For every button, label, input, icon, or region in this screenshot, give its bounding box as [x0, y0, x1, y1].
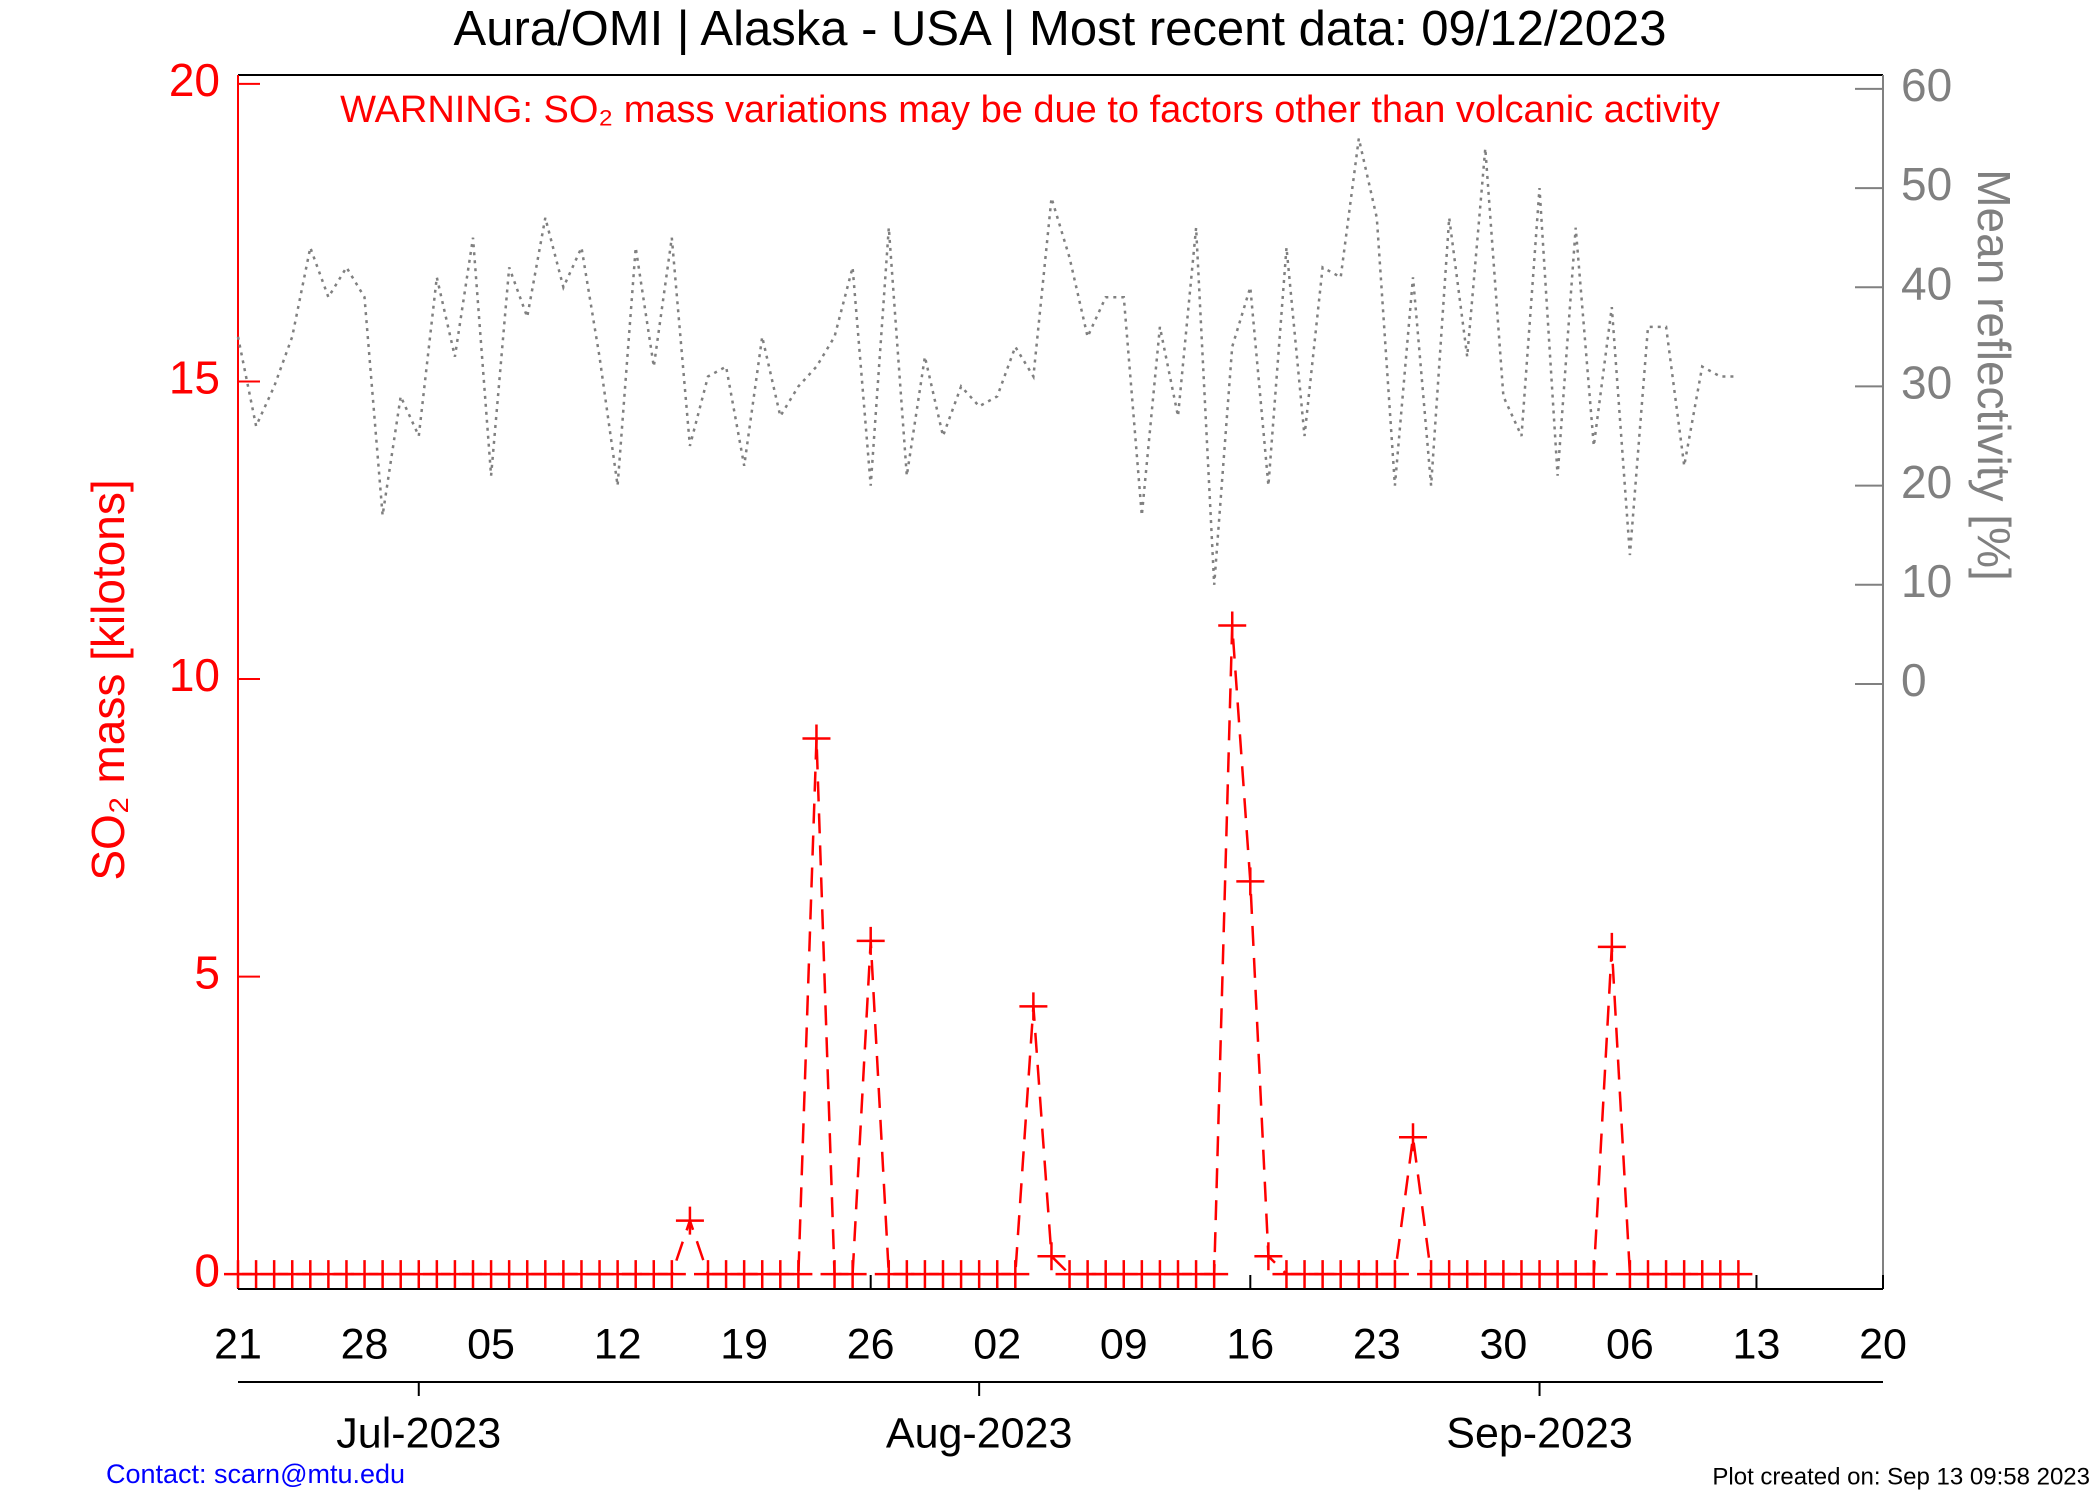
y-tick-label: 5 [194, 947, 220, 999]
y2-tick-label: 30 [1901, 357, 1952, 409]
y2-tick-label: 0 [1901, 654, 1927, 706]
y2-axis-label: Mean reflectivity [%] [1968, 169, 2020, 581]
x-tick-label: 05 [467, 1320, 515, 1368]
y2-tick-label: 40 [1901, 257, 1952, 309]
chart-title: Aura/OMI | Alaska - USA | Most recent da… [454, 2, 1667, 56]
so2-marker [1200, 1260, 1229, 1289]
y-tick-label: 10 [169, 649, 220, 701]
so2-marker [1597, 932, 1626, 961]
created-note: Plot created on: Sep 13 09:58 2023 [1712, 1463, 2090, 1490]
so2-marker [1724, 1260, 1753, 1289]
so2-marker [1218, 611, 1247, 640]
so2-marker [1019, 992, 1048, 1021]
so2-marker [675, 1206, 704, 1235]
month-label: Jul-2023 [336, 1409, 501, 1457]
x-tick-label: 23 [1353, 1320, 1401, 1368]
reflectivity-line [236, 138, 1739, 585]
y2-tick-label: 50 [1901, 158, 1952, 210]
x-tick-label: 02 [973, 1320, 1021, 1368]
so2-marker [1380, 1260, 1409, 1289]
month-label: Aug-2023 [886, 1409, 1073, 1457]
x-tick-label: 16 [1226, 1320, 1274, 1368]
month-label: Sep-2023 [1446, 1409, 1633, 1457]
x-tick-label: 13 [1733, 1320, 1781, 1368]
so2-marker [1001, 1260, 1030, 1289]
x-tick-label: 21 [214, 1320, 262, 1368]
warning: WARNING: SO₂ mass variations may be due … [340, 89, 1720, 131]
so2-marker [1236, 867, 1265, 896]
y-tick-label: 20 [169, 54, 220, 106]
contact: Contact: scarn@mtu.edu [106, 1459, 405, 1489]
so2-marker [838, 1260, 867, 1289]
y2-tick-label: 10 [1901, 555, 1952, 607]
so2-marker [784, 1260, 813, 1289]
y2-tick-label: 20 [1901, 456, 1952, 508]
so2-marker [657, 1260, 686, 1289]
x-tick-label: 06 [1606, 1320, 1654, 1368]
so2-marker [856, 926, 885, 955]
y-tick-label: 0 [194, 1244, 220, 1296]
so2-marker [1254, 1242, 1283, 1271]
x-tick-label: 30 [1479, 1320, 1527, 1368]
y-tick-label: 15 [169, 352, 220, 404]
y-axis-label: SO₂ mass [kilotons] [82, 479, 134, 880]
so2-marker [1037, 1242, 1066, 1271]
so2-marker [1399, 1123, 1427, 1152]
so2-marker [802, 724, 831, 753]
x-tick-label: 26 [847, 1320, 895, 1368]
x-tick-label: 28 [341, 1320, 389, 1368]
x-tick-label: 12 [594, 1320, 642, 1368]
so2-marker [1579, 1260, 1608, 1289]
x-tick-label: 09 [1100, 1320, 1148, 1368]
x-tick-label: 19 [720, 1320, 768, 1368]
x-tick-label: 20 [1859, 1320, 1907, 1368]
y2-tick-label: 60 [1901, 59, 1952, 111]
